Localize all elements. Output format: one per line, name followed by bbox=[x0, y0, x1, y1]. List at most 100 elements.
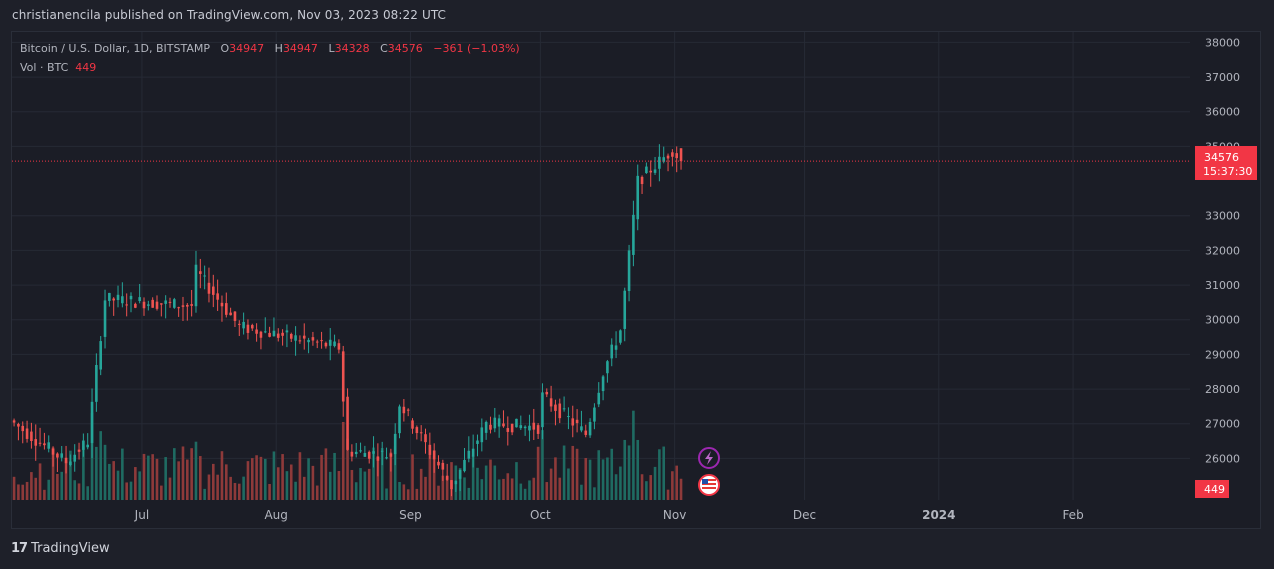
volume-bar bbox=[242, 476, 245, 500]
candle-body bbox=[38, 442, 42, 444]
price-tick-label: 37000 bbox=[1205, 71, 1240, 84]
candle-body bbox=[315, 341, 319, 343]
volume-bar bbox=[47, 479, 51, 500]
candle-body bbox=[545, 391, 549, 395]
volume-bar bbox=[155, 458, 159, 500]
candle-body bbox=[73, 454, 77, 462]
volume-bar bbox=[199, 456, 202, 500]
candle-body bbox=[302, 335, 306, 339]
ohlc-line: Bitcoin / U.S. Dollar, 1D, BITSTAMP O349… bbox=[20, 42, 520, 55]
candle-body bbox=[147, 304, 150, 306]
us-flag-event-icon[interactable] bbox=[698, 474, 720, 496]
volume-bar bbox=[82, 446, 85, 500]
volume-bar bbox=[614, 474, 618, 500]
volume-bar bbox=[138, 471, 141, 500]
tradingview-brand[interactable]: 17 TradingView bbox=[11, 541, 110, 556]
volume-bar bbox=[255, 455, 258, 500]
candle-body bbox=[393, 433, 397, 455]
published-line: christianencila published on TradingView… bbox=[12, 8, 447, 22]
candle-body bbox=[489, 424, 492, 430]
volume-bar bbox=[580, 484, 583, 500]
candle-body bbox=[523, 426, 527, 429]
candle-body bbox=[255, 329, 258, 334]
volume-bar bbox=[632, 410, 635, 500]
candle-body bbox=[679, 148, 683, 162]
candle-body bbox=[606, 361, 609, 374]
volume-bar bbox=[640, 474, 644, 500]
candle-body bbox=[528, 425, 531, 431]
candle-body bbox=[458, 469, 462, 479]
volume-bar bbox=[224, 464, 228, 500]
volume-bar bbox=[160, 485, 163, 500]
volume-bar bbox=[229, 476, 232, 500]
volume-bar bbox=[151, 454, 154, 500]
volume-bar bbox=[95, 446, 98, 500]
volume-bar bbox=[671, 471, 674, 500]
candle-body bbox=[125, 304, 128, 306]
candle-body bbox=[372, 451, 375, 454]
candle-body bbox=[268, 332, 271, 337]
volume-bar bbox=[21, 484, 25, 500]
volume-bar bbox=[597, 450, 601, 500]
volume-bar bbox=[25, 481, 29, 500]
time-tick-label: Dec bbox=[793, 508, 816, 522]
volume-value: 449 bbox=[75, 61, 97, 74]
candle-body bbox=[233, 311, 237, 321]
candle-body bbox=[376, 456, 380, 461]
volume-bar bbox=[333, 452, 336, 500]
volume-bar bbox=[558, 477, 562, 500]
svg-text:449: 449 bbox=[1204, 483, 1225, 496]
candle-body bbox=[142, 301, 146, 309]
candle-body bbox=[367, 451, 371, 459]
volume-bar bbox=[276, 467, 280, 500]
volume-bar bbox=[237, 483, 241, 500]
candle-body bbox=[450, 480, 453, 490]
volume-bar bbox=[476, 467, 479, 500]
candle-body bbox=[194, 264, 198, 307]
volume-bar bbox=[64, 460, 68, 500]
volume-bar bbox=[554, 457, 557, 500]
volume-bar bbox=[43, 489, 46, 500]
volume-bar bbox=[233, 482, 237, 500]
volume-bar bbox=[328, 471, 332, 500]
candle-body bbox=[623, 290, 627, 329]
candle-body bbox=[432, 450, 436, 460]
tradingview-logo-icon: 17 bbox=[11, 541, 28, 556]
candle-body bbox=[428, 444, 432, 455]
volume-bar bbox=[627, 445, 631, 500]
candle-body bbox=[276, 333, 280, 338]
candle-body bbox=[502, 423, 505, 427]
volume-bar bbox=[584, 458, 588, 500]
candle-body bbox=[541, 392, 544, 428]
candle-body bbox=[575, 419, 579, 424]
lightning-event-icon[interactable] bbox=[698, 447, 720, 469]
candle-body bbox=[549, 398, 553, 407]
time-tick-label: Oct bbox=[530, 508, 551, 522]
volume-bar bbox=[30, 472, 33, 500]
candle-body bbox=[82, 440, 85, 450]
candle-body bbox=[445, 475, 449, 480]
candle-body bbox=[294, 335, 297, 341]
volume-bar bbox=[502, 478, 505, 500]
candle-body bbox=[627, 250, 631, 292]
candle-body bbox=[207, 282, 211, 294]
candle-body bbox=[34, 439, 38, 446]
volume-bar bbox=[216, 474, 219, 500]
volume-bar bbox=[376, 456, 380, 500]
candle-body bbox=[12, 420, 16, 423]
volume-bar bbox=[337, 471, 341, 500]
candle-body bbox=[168, 301, 172, 303]
candle-body bbox=[190, 304, 193, 306]
volume-bar bbox=[675, 465, 679, 500]
candle-body bbox=[246, 324, 250, 333]
volume-bar bbox=[666, 489, 670, 500]
last-price-tag: 34576 15:37:30 bbox=[1195, 146, 1257, 180]
candle-body bbox=[337, 343, 341, 350]
volume-bar bbox=[372, 447, 375, 500]
candle-body bbox=[51, 448, 55, 455]
volume-bar bbox=[571, 445, 575, 500]
candle-body bbox=[532, 422, 536, 430]
candle-body bbox=[554, 404, 557, 411]
open-value: 34947 bbox=[229, 42, 265, 55]
